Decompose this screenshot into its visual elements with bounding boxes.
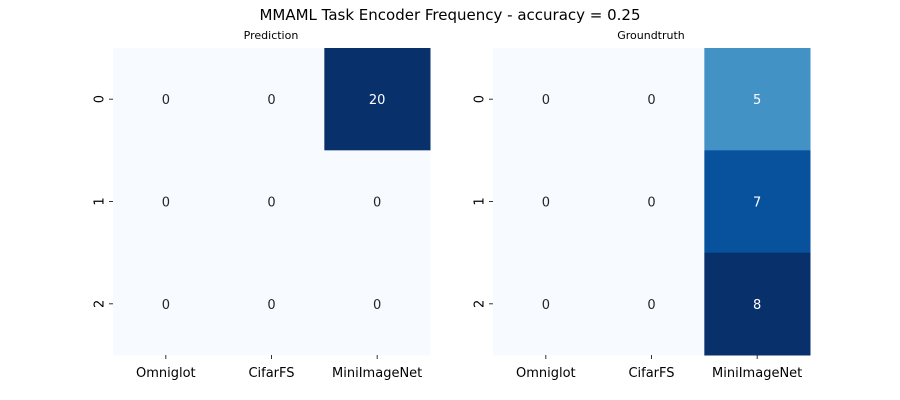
cell-value-label: 0 — [542, 196, 550, 211]
cell-value-label: 0 — [267, 298, 275, 313]
x-tick-label: Omniglot — [516, 366, 576, 381]
heatmap-title-groundtruth: Groundtruth — [617, 29, 685, 42]
heatmap-cell — [493, 150, 600, 254]
cell-value-label: 0 — [267, 196, 275, 211]
heatmap-cell — [218, 252, 325, 356]
x-tick-label: CifarFS — [248, 366, 294, 381]
x-tick-label: CifarFS — [628, 366, 674, 381]
heatmap-title-prediction: Prediction — [244, 29, 299, 42]
y-tick-label: 2 — [473, 300, 488, 308]
heatmap-groundtruth: Groundtruth 0 0 5 0 0 7 0 0 8 Omniglot CifarFS Mini… — [473, 29, 811, 381]
cell-value-label: 20 — [369, 93, 386, 108]
heatmap-cell — [704, 150, 811, 254]
y-tick-label: 1 — [93, 197, 108, 205]
x-tick-label: MiniImageNet — [332, 366, 422, 381]
heatmap-cell — [218, 150, 325, 254]
cell-value-label: 0 — [267, 93, 275, 108]
x-tick-label: Omniglot — [136, 366, 196, 381]
cell-value-label: 8 — [753, 298, 761, 313]
heatmap-cell — [493, 48, 600, 151]
cell-value-label: 0 — [647, 196, 655, 211]
heatmap-cell — [704, 48, 811, 151]
cell-value-label: 0 — [162, 298, 170, 313]
heatmap-cell — [324, 48, 431, 151]
heatmap-cell — [113, 252, 220, 356]
heatmap-cell — [324, 150, 431, 254]
heatmap-cell — [493, 252, 600, 356]
cell-value-label: 0 — [647, 298, 655, 313]
cell-value-label: 0 — [542, 298, 550, 313]
y-tick-label: 1 — [473, 197, 488, 205]
heatmap-cell — [324, 252, 431, 356]
heatmap-cell — [113, 48, 220, 151]
x-tick-label: MiniImageNet — [712, 366, 802, 381]
heatmap-cell — [598, 150, 705, 254]
cell-value-label: 7 — [753, 196, 761, 211]
y-tick-label: 2 — [93, 300, 108, 308]
y-tick-label: 0 — [93, 95, 108, 103]
cell-value-label: 0 — [373, 298, 381, 313]
cell-value-label: 0 — [162, 93, 170, 108]
heatmap-cell — [704, 252, 811, 356]
heatmap-cell — [113, 150, 220, 254]
cell-value-label: 0 — [542, 93, 550, 108]
heatmap-cell — [218, 48, 325, 151]
cell-value-label: 0 — [373, 196, 381, 211]
heatmap-cell — [598, 48, 705, 151]
y-tick-label: 0 — [473, 95, 488, 103]
figure-title: MMAML Task Encoder Frequency - accuracy … — [259, 6, 640, 24]
cell-value-label: 0 — [647, 93, 655, 108]
cell-value-label: 5 — [753, 93, 761, 108]
heatmap-cell — [598, 252, 705, 356]
cell-value-label: 0 — [162, 196, 170, 211]
